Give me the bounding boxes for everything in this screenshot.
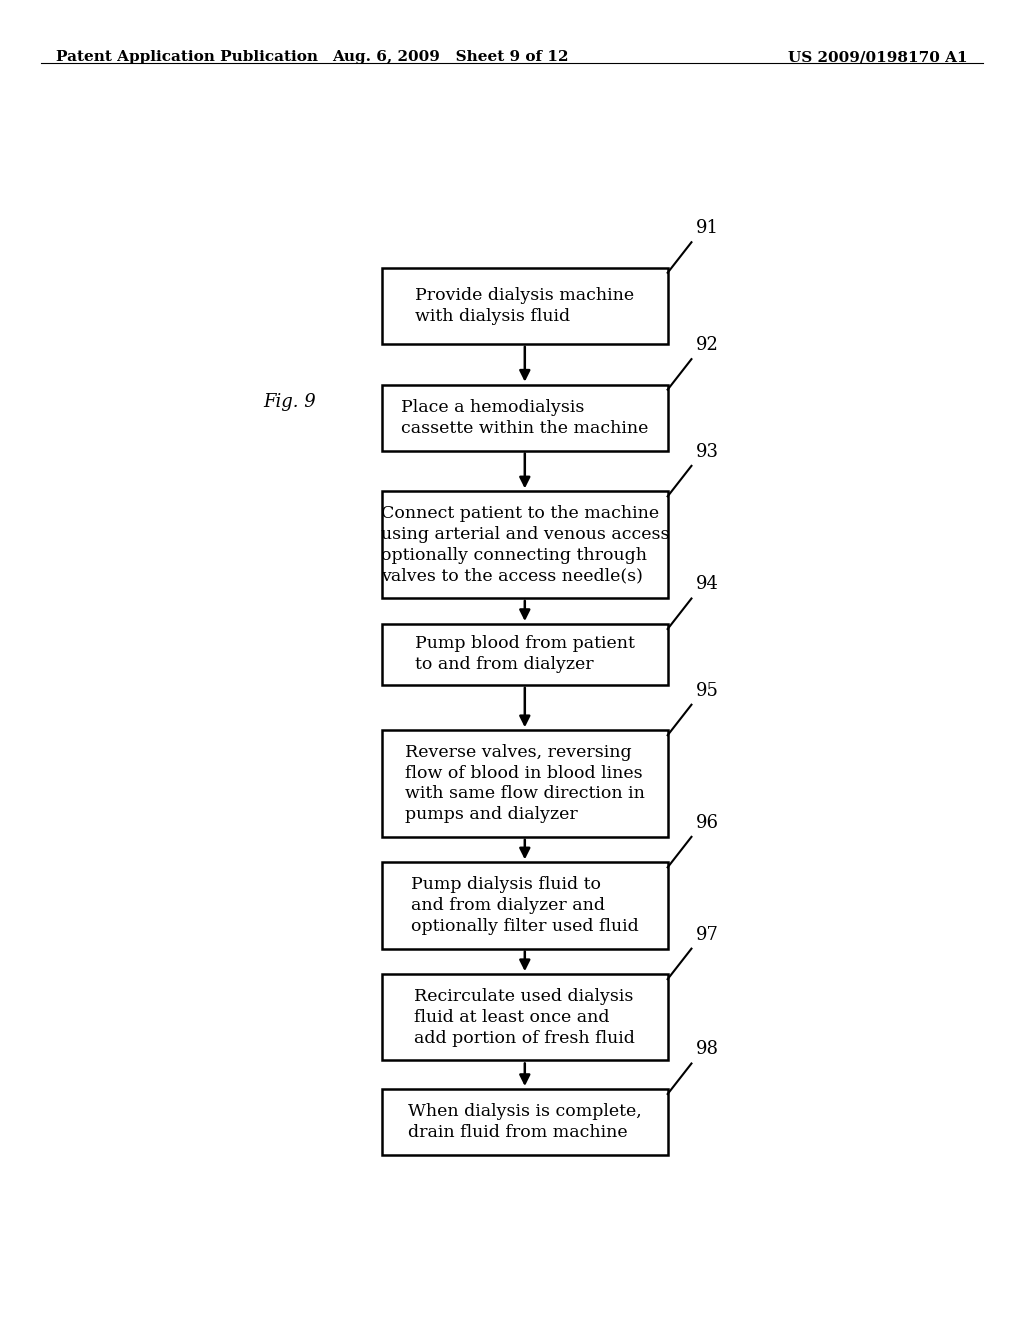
Bar: [382, 491, 668, 598]
Text: Pump dialysis fluid to
and from dialyzer and
optionally filter used fluid: Pump dialysis fluid to and from dialyzer…: [411, 876, 639, 935]
Text: Place a hemodialysis
cassette within the machine: Place a hemodialysis cassette within the…: [401, 399, 648, 437]
Text: 93: 93: [695, 442, 719, 461]
Bar: [382, 730, 668, 837]
Text: When dialysis is complete,
drain fluid from machine: When dialysis is complete, drain fluid f…: [408, 1104, 642, 1140]
Text: US 2009/0198170 A1: US 2009/0198170 A1: [788, 50, 968, 65]
Text: Aug. 6, 2009   Sheet 9 of 12: Aug. 6, 2009 Sheet 9 of 12: [333, 50, 568, 65]
Text: 97: 97: [695, 925, 718, 944]
Text: 92: 92: [695, 337, 718, 354]
Text: Fig. 9: Fig. 9: [263, 393, 315, 412]
Bar: [382, 974, 668, 1060]
Text: 98: 98: [695, 1040, 719, 1059]
Text: Provide dialysis machine
with dialysis fluid: Provide dialysis machine with dialysis f…: [416, 286, 634, 325]
Text: Pump blood from patient
to and from dialyzer: Pump blood from patient to and from dial…: [415, 635, 635, 673]
Bar: [382, 862, 668, 949]
Bar: [382, 1089, 668, 1155]
Text: 94: 94: [695, 576, 718, 594]
Bar: [382, 384, 668, 450]
Text: Connect patient to the machine
using arterial and venous access
optionally conne: Connect patient to the machine using art…: [381, 504, 669, 585]
Text: Recirculate used dialysis
fluid at least once and
add portion of fresh fluid: Recirculate used dialysis fluid at least…: [415, 987, 635, 1047]
Text: Reverse valves, reversing
flow of blood in blood lines
with same flow direction : Reverse valves, reversing flow of blood …: [404, 743, 645, 824]
Bar: [382, 624, 668, 685]
Text: 91: 91: [695, 219, 719, 238]
Text: 96: 96: [695, 813, 719, 832]
Text: 95: 95: [695, 681, 718, 700]
Bar: [382, 268, 668, 345]
Text: Patent Application Publication: Patent Application Publication: [56, 50, 318, 65]
